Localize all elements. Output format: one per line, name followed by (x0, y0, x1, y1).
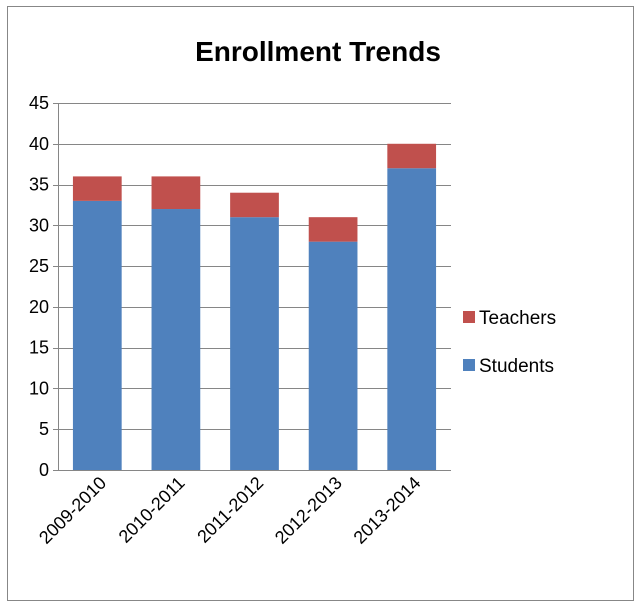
y-tick-label: 10 (29, 378, 49, 398)
bar-students-2009-2010 (72, 200, 122, 470)
bar-teachers-2011-2012 (230, 192, 279, 218)
x-tick-label: 2009-2010 (35, 473, 110, 548)
y-tick-label: 25 (29, 256, 49, 276)
chart-title: Enrollment Trends (195, 36, 441, 67)
legend-swatch-students (463, 359, 475, 371)
y-tick-label: 35 (29, 175, 49, 195)
bar-students-2012-2013 (308, 241, 358, 470)
y-tick-label: 5 (39, 419, 49, 439)
y-axis-ticks: 0 5 10 15 20 25 30 35 40 45 (29, 93, 58, 480)
bar-teachers-2009-2010 (72, 176, 122, 201)
axes (58, 103, 451, 471)
x-tick-label: 2011-2012 (193, 473, 267, 547)
bar-students-2011-2012 (230, 217, 279, 470)
y-tick-label: 0 (39, 460, 49, 480)
bar-teachers-2013-2014 (387, 143, 437, 169)
x-tick-label: 2013-2014 (350, 473, 425, 548)
x-axis-ticks: 2009-2010 2010-2011 2011-2012 2012-2013 2013… (35, 473, 424, 548)
y-tick-label: 15 (29, 338, 49, 358)
x-tick-label: 2012-2013 (271, 473, 346, 548)
bar-students-2010-2011 (151, 209, 201, 470)
legend-label-students: Students (479, 356, 554, 377)
legend: Teachers Students (463, 308, 556, 377)
x-tick-label: 2010-2011 (115, 473, 189, 547)
bar-students-2013-2014 (387, 168, 437, 470)
y-tick-label: 30 (29, 215, 49, 235)
y-tick-label: 45 (29, 93, 49, 113)
legend-label-teachers: Teachers (479, 308, 556, 329)
bars (72, 143, 437, 470)
y-tick-label: 40 (29, 134, 49, 154)
y-tick-label: 20 (29, 297, 49, 317)
legend-swatch-teachers (463, 311, 475, 323)
bar-teachers-2010-2011 (151, 176, 201, 210)
bar-teachers-2012-2013 (308, 217, 358, 242)
